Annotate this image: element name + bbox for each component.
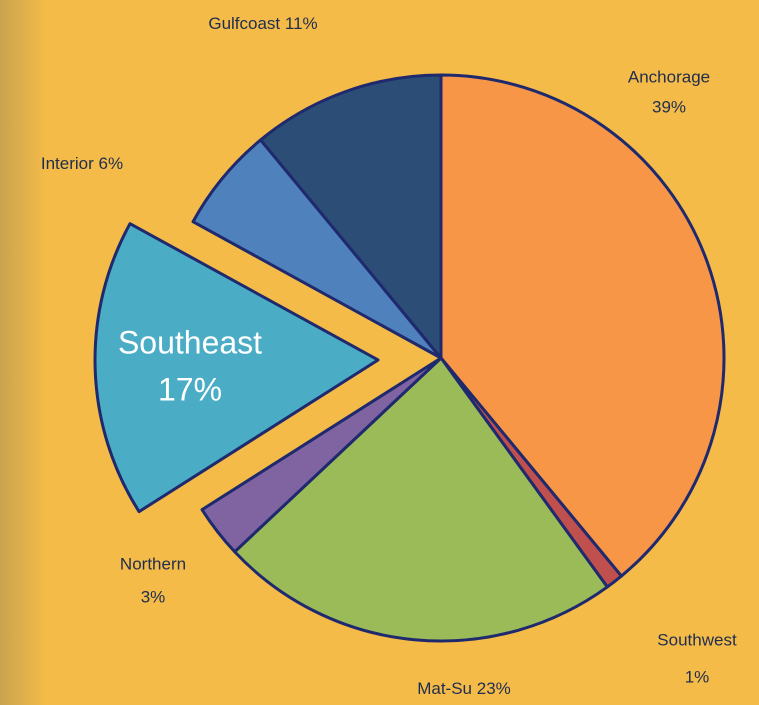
category-label: Northern: [120, 554, 186, 573]
slice-label: Mat-Su 23%: [417, 679, 511, 698]
value-label: 1%: [685, 667, 710, 686]
category-label: Anchorage: [628, 67, 710, 86]
value-label: 17%: [158, 371, 222, 407]
category-label: Mat-Su: [417, 679, 472, 698]
value-label: 6%: [99, 154, 124, 173]
category-label: Gulfcoast: [208, 14, 280, 33]
value-label: 3%: [141, 587, 166, 606]
chart: Anchorage 39% Southwest 1% Mat-Su 23% Norther…: [0, 0, 759, 705]
value-label: 11%: [285, 14, 318, 33]
value-label: 39%: [652, 97, 686, 116]
slice-label: Interior 6%: [41, 154, 123, 173]
page: Anchorage 39% Southwest 1% Mat-Su 23% Norther…: [0, 0, 759, 705]
value-label: 23%: [477, 679, 511, 698]
slice-label: Gulfcoast 11%: [208, 14, 317, 33]
category-label: Southwest: [657, 630, 737, 649]
category-label: Interior: [41, 154, 94, 173]
category-label: Southeast: [118, 324, 262, 360]
